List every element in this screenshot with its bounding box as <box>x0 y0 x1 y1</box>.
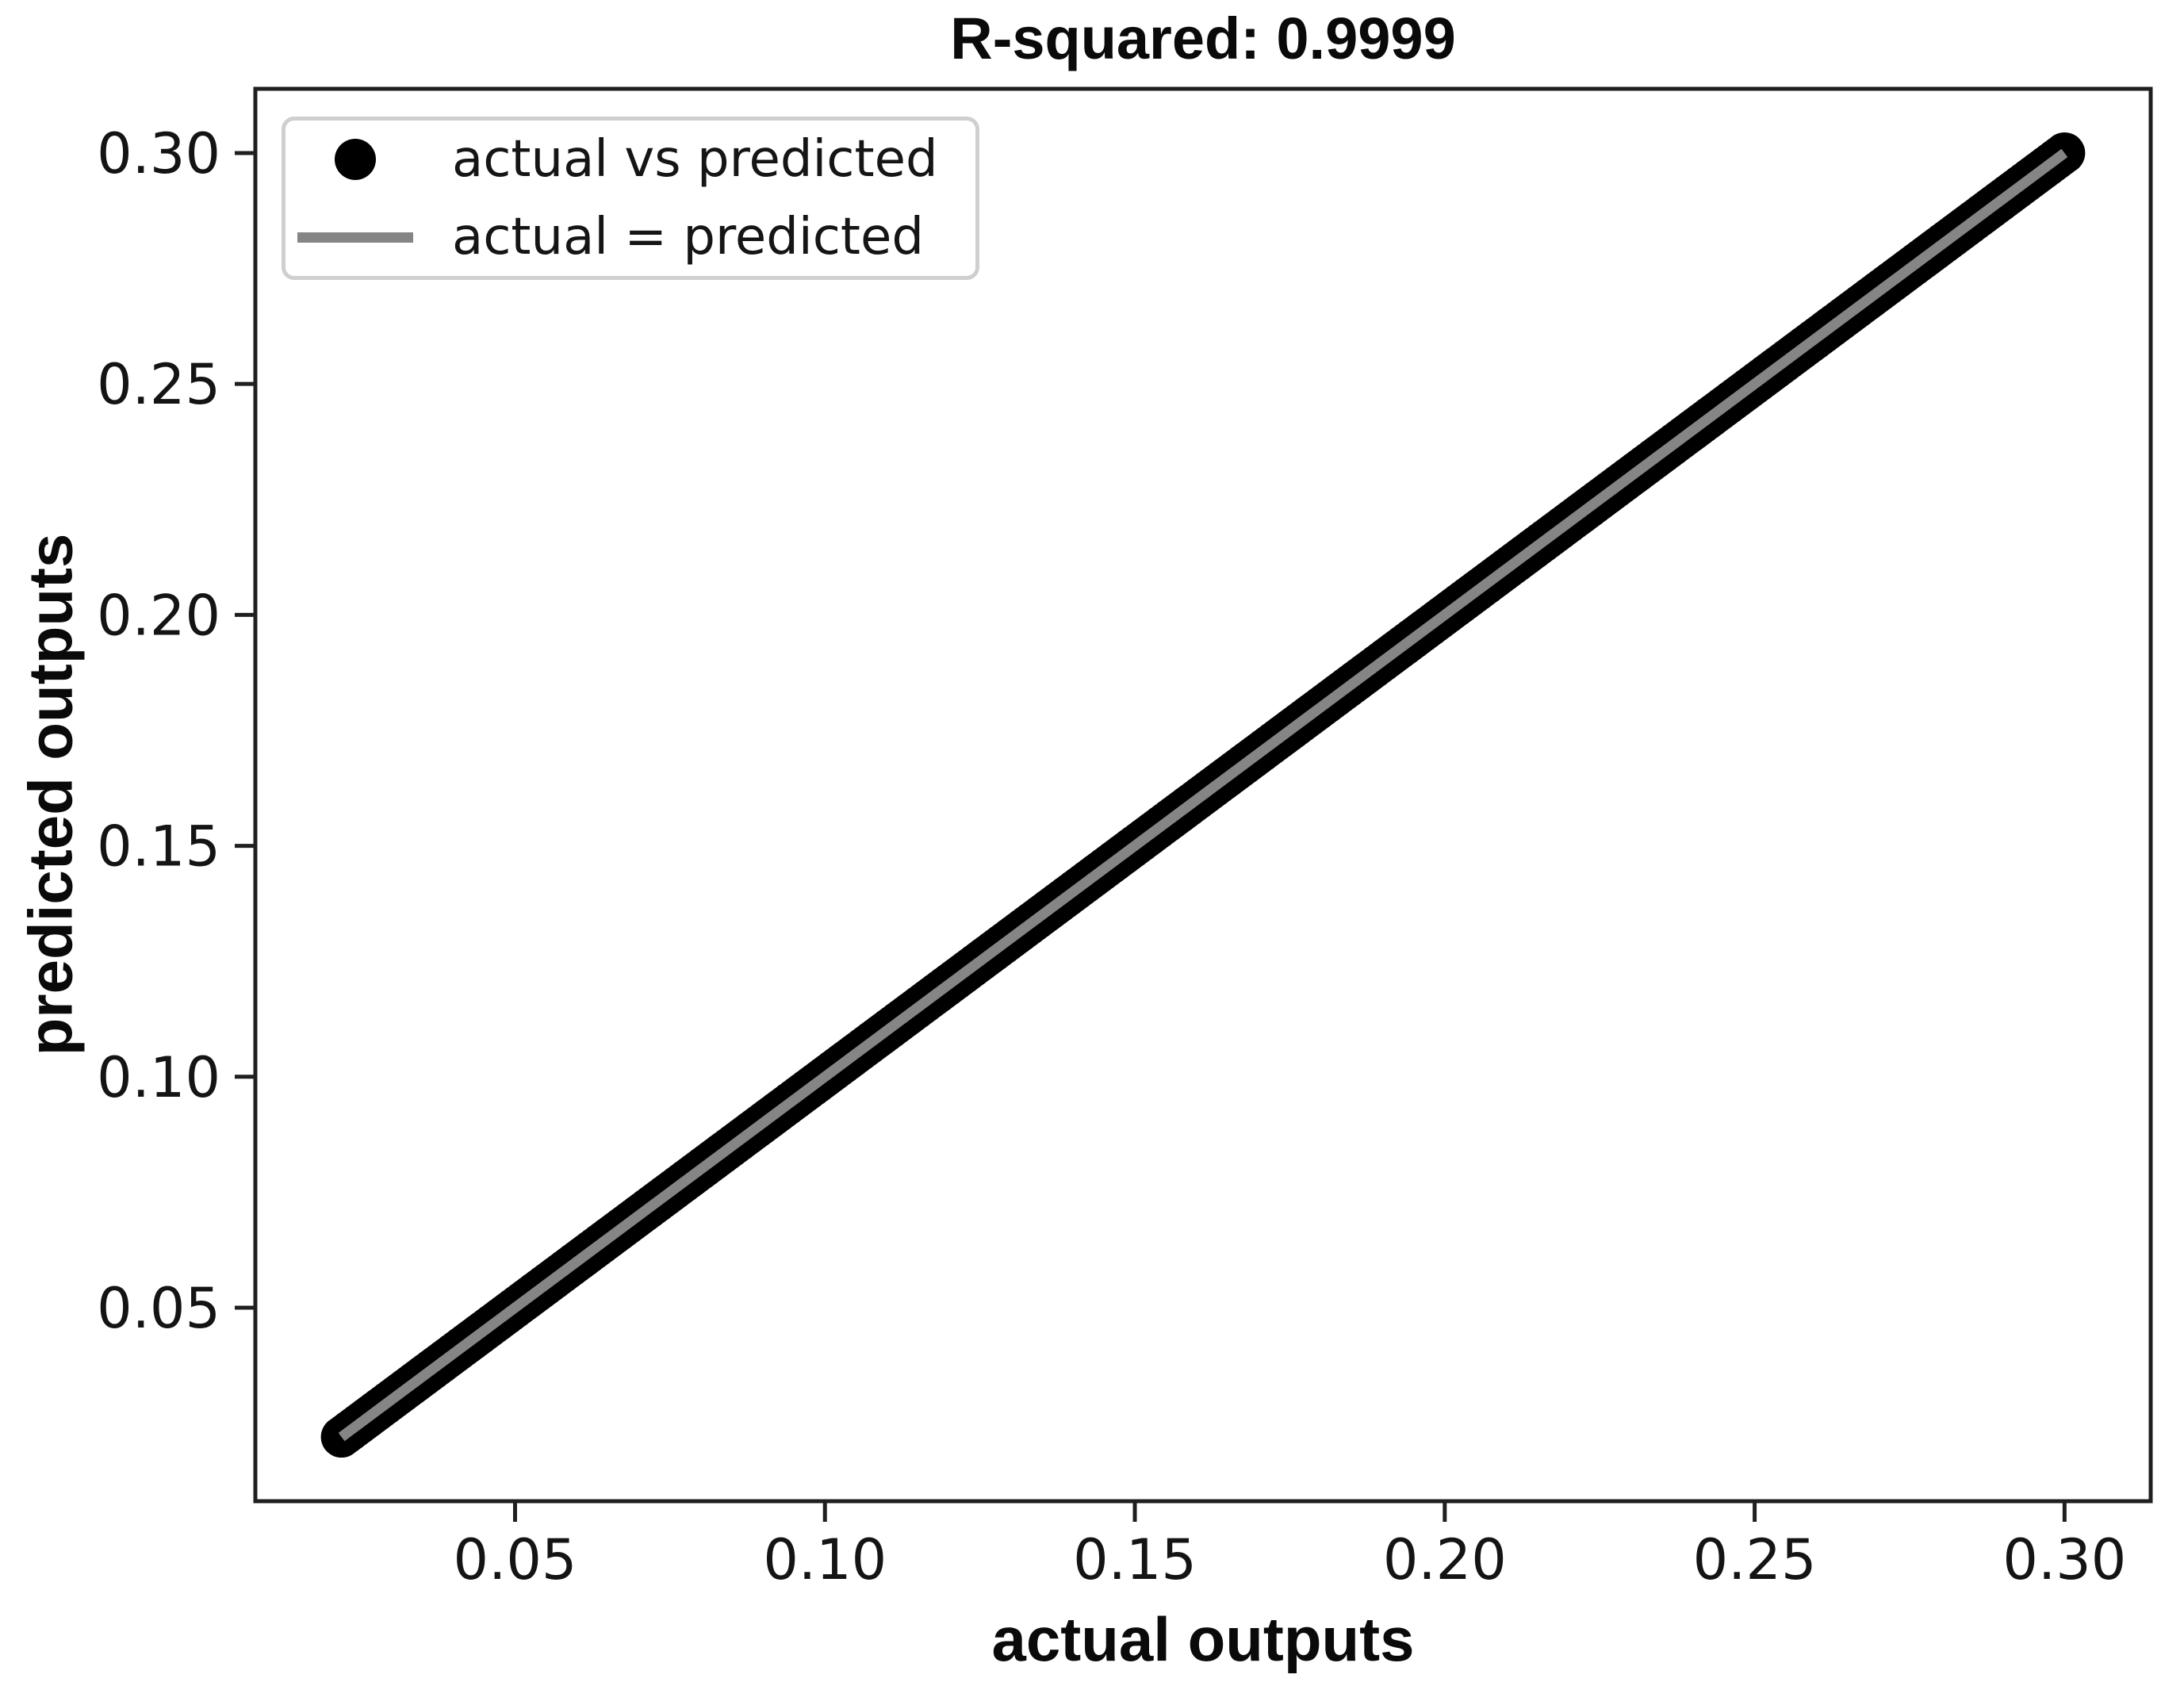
y-tick-label: 0.30 <box>97 121 220 186</box>
x-tick-label: 0.15 <box>1073 1527 1197 1592</box>
y-tick-label: 0.25 <box>97 352 220 417</box>
x-tick-label: 0.05 <box>454 1527 577 1592</box>
legend-handle <box>285 232 425 243</box>
legend-entry-scatter: actual vs predicted <box>285 121 975 198</box>
legend-entry-line: actual = predicted <box>285 198 975 276</box>
scatter-dot-icon <box>335 139 376 180</box>
y-tick-label: 0.15 <box>97 814 220 879</box>
x-tick-label: 0.20 <box>1383 1527 1507 1592</box>
y-tick-label: 0.05 <box>97 1276 220 1341</box>
identity-line <box>338 148 2068 1442</box>
plot-frame <box>253 86 2153 1504</box>
y-axis-label: predicted outputs <box>15 533 86 1056</box>
x-tick-label: 0.30 <box>2002 1527 2126 1592</box>
x-tick-label: 0.25 <box>1693 1527 1817 1592</box>
y-tick-label: 0.20 <box>97 583 220 648</box>
legend-handle <box>285 139 425 180</box>
line-swatch-icon <box>297 232 413 243</box>
axis-tick-labels: 0.05 0.10 0.15 0.20 0.25 0.30 0.05 0.10 0.15 0.20… <box>97 121 2126 1592</box>
x-tick-label: 0.10 <box>763 1527 887 1592</box>
figure-title: R-squared: 0.9999 <box>950 6 1456 71</box>
legend: actual vs predicted actual = predicted <box>282 117 979 280</box>
x-axis-label: actual outputs <box>991 1604 1415 1674</box>
legend-label-line: actual = predicted <box>452 208 924 266</box>
axis-ticks <box>235 151 2067 1522</box>
legend-label-scatter: actual vs predicted <box>452 130 938 189</box>
y-tick-label: 0.10 <box>97 1045 220 1110</box>
